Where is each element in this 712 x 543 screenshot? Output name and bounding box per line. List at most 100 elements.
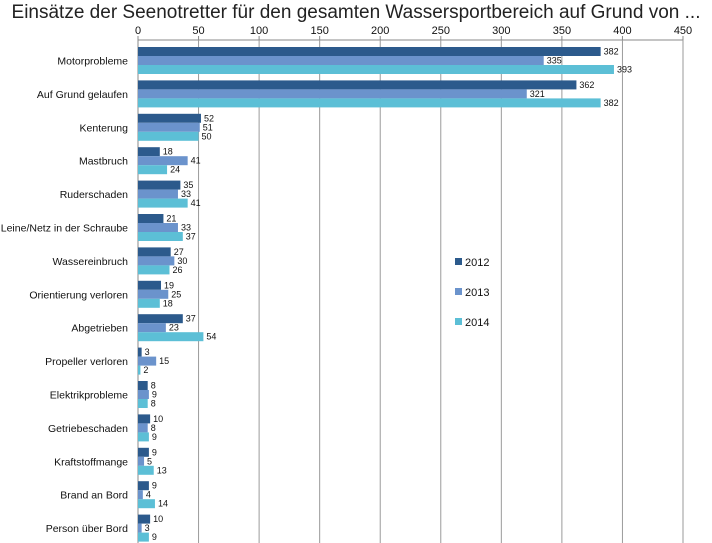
data-label: 37 [186, 232, 196, 242]
bar-2014 [138, 332, 204, 342]
data-label: 51 [203, 122, 213, 132]
data-label: 9 [152, 532, 157, 542]
data-label: 14 [158, 499, 168, 509]
bar-2013 [138, 390, 149, 399]
legend-swatch-2014 [455, 318, 462, 325]
category-label: Wassereinbruch [53, 256, 129, 268]
data-label: 19 [164, 280, 174, 290]
bar-2014 [138, 399, 148, 408]
bar-2014 [138, 165, 168, 175]
bar-2014 [138, 532, 149, 542]
data-label: 9 [152, 390, 157, 400]
data-label: 9 [152, 481, 157, 491]
bar-2014 [138, 432, 149, 442]
data-label: 33 [181, 189, 191, 199]
category-label: Motorprobleme [57, 56, 128, 68]
bar-2014 [138, 65, 614, 74]
data-label: 8 [151, 399, 156, 409]
legend-swatch-2013 [455, 288, 462, 295]
bar-2012 [138, 381, 148, 390]
x-tick-label: 300 [492, 25, 510, 37]
bar-2012 [138, 414, 151, 424]
bar-2013 [138, 456, 145, 466]
data-label: 52 [204, 113, 214, 123]
data-label: 35 [183, 180, 193, 190]
bar-2013 [138, 223, 178, 232]
bar-2013 [138, 490, 143, 500]
x-tick-label: 100 [250, 25, 268, 37]
bar-2014 [138, 198, 188, 208]
legend-label: 2013 [465, 287, 489, 299]
x-tick-label: 50 [192, 25, 204, 37]
data-label: 3 [145, 523, 150, 533]
bar-2012 [138, 80, 577, 90]
bar-2013 [138, 523, 142, 533]
data-label: 8 [151, 423, 156, 433]
data-label: 41 [191, 198, 201, 208]
data-label: 50 [202, 131, 212, 141]
bar-2014 [138, 131, 199, 141]
category-label: Ruderschaden [60, 189, 128, 201]
bar-2013 [138, 256, 175, 266]
data-label: 10 [153, 414, 163, 424]
bar-2013 [138, 423, 148, 433]
bar-2013 [138, 156, 188, 166]
bar-2014 [138, 365, 141, 375]
bar-2012 [138, 280, 162, 290]
legend-label: 2014 [465, 317, 489, 329]
bar-2013 [138, 289, 169, 299]
bar-2012 [138, 447, 149, 457]
bar-2014 [138, 232, 183, 241]
bar-2012 [138, 347, 142, 357]
data-label: 4 [146, 490, 151, 500]
data-label: 37 [186, 314, 196, 324]
bar-2013 [138, 356, 157, 366]
data-label: 41 [191, 156, 201, 166]
data-label: 10 [153, 514, 163, 524]
data-label: 33 [181, 223, 191, 233]
x-tick-label: 400 [613, 25, 631, 37]
data-label: 335 [547, 56, 562, 66]
data-label: 21 [166, 214, 176, 224]
bar-2012 [138, 314, 183, 324]
data-label: 2 [143, 365, 148, 375]
data-label: 362 [579, 80, 594, 90]
bar-2012 [138, 247, 171, 257]
bar-2013 [138, 189, 178, 199]
data-label: 321 [530, 89, 545, 99]
bar-2013 [138, 323, 166, 333]
category-label: Person über Bord [46, 523, 128, 535]
data-label: 13 [157, 465, 167, 475]
bar-2012 [138, 214, 164, 223]
category-label: Elektrikprobleme [50, 390, 128, 402]
category-label: Auf Grund gelaufen [37, 89, 128, 101]
data-label: 9 [152, 432, 157, 442]
data-label: 25 [171, 289, 181, 299]
category-label: Kenterung [80, 122, 129, 134]
x-tick-label: 0 [135, 25, 141, 37]
category-label: Getriebeschaden [48, 423, 128, 435]
bar-2012 [138, 147, 160, 157]
bar-2014 [138, 98, 601, 108]
data-label: 30 [177, 256, 187, 266]
data-label: 8 [151, 381, 156, 391]
data-label: 18 [163, 147, 173, 157]
legend-swatch-2012 [455, 258, 462, 265]
category-label: Leine/Netz in der Schraube [1, 223, 128, 235]
chart-title: Einsätze der Seenotretter für den gesamt… [11, 2, 701, 23]
x-tick-label: 150 [310, 25, 328, 37]
bar-2012 [138, 180, 181, 190]
data-label: 24 [170, 165, 180, 175]
bar-2014 [138, 298, 160, 308]
bar-2012 [138, 47, 601, 56]
bar-2014 [138, 465, 154, 475]
bar-2012 [138, 113, 201, 123]
bar-2014 [138, 265, 170, 275]
category-label: Brand an Bord [60, 490, 128, 502]
data-label: 5 [147, 456, 152, 466]
category-label: Kraftstoffmange [54, 456, 128, 468]
bar-2013 [138, 89, 527, 99]
x-tick-label: 250 [432, 25, 450, 37]
